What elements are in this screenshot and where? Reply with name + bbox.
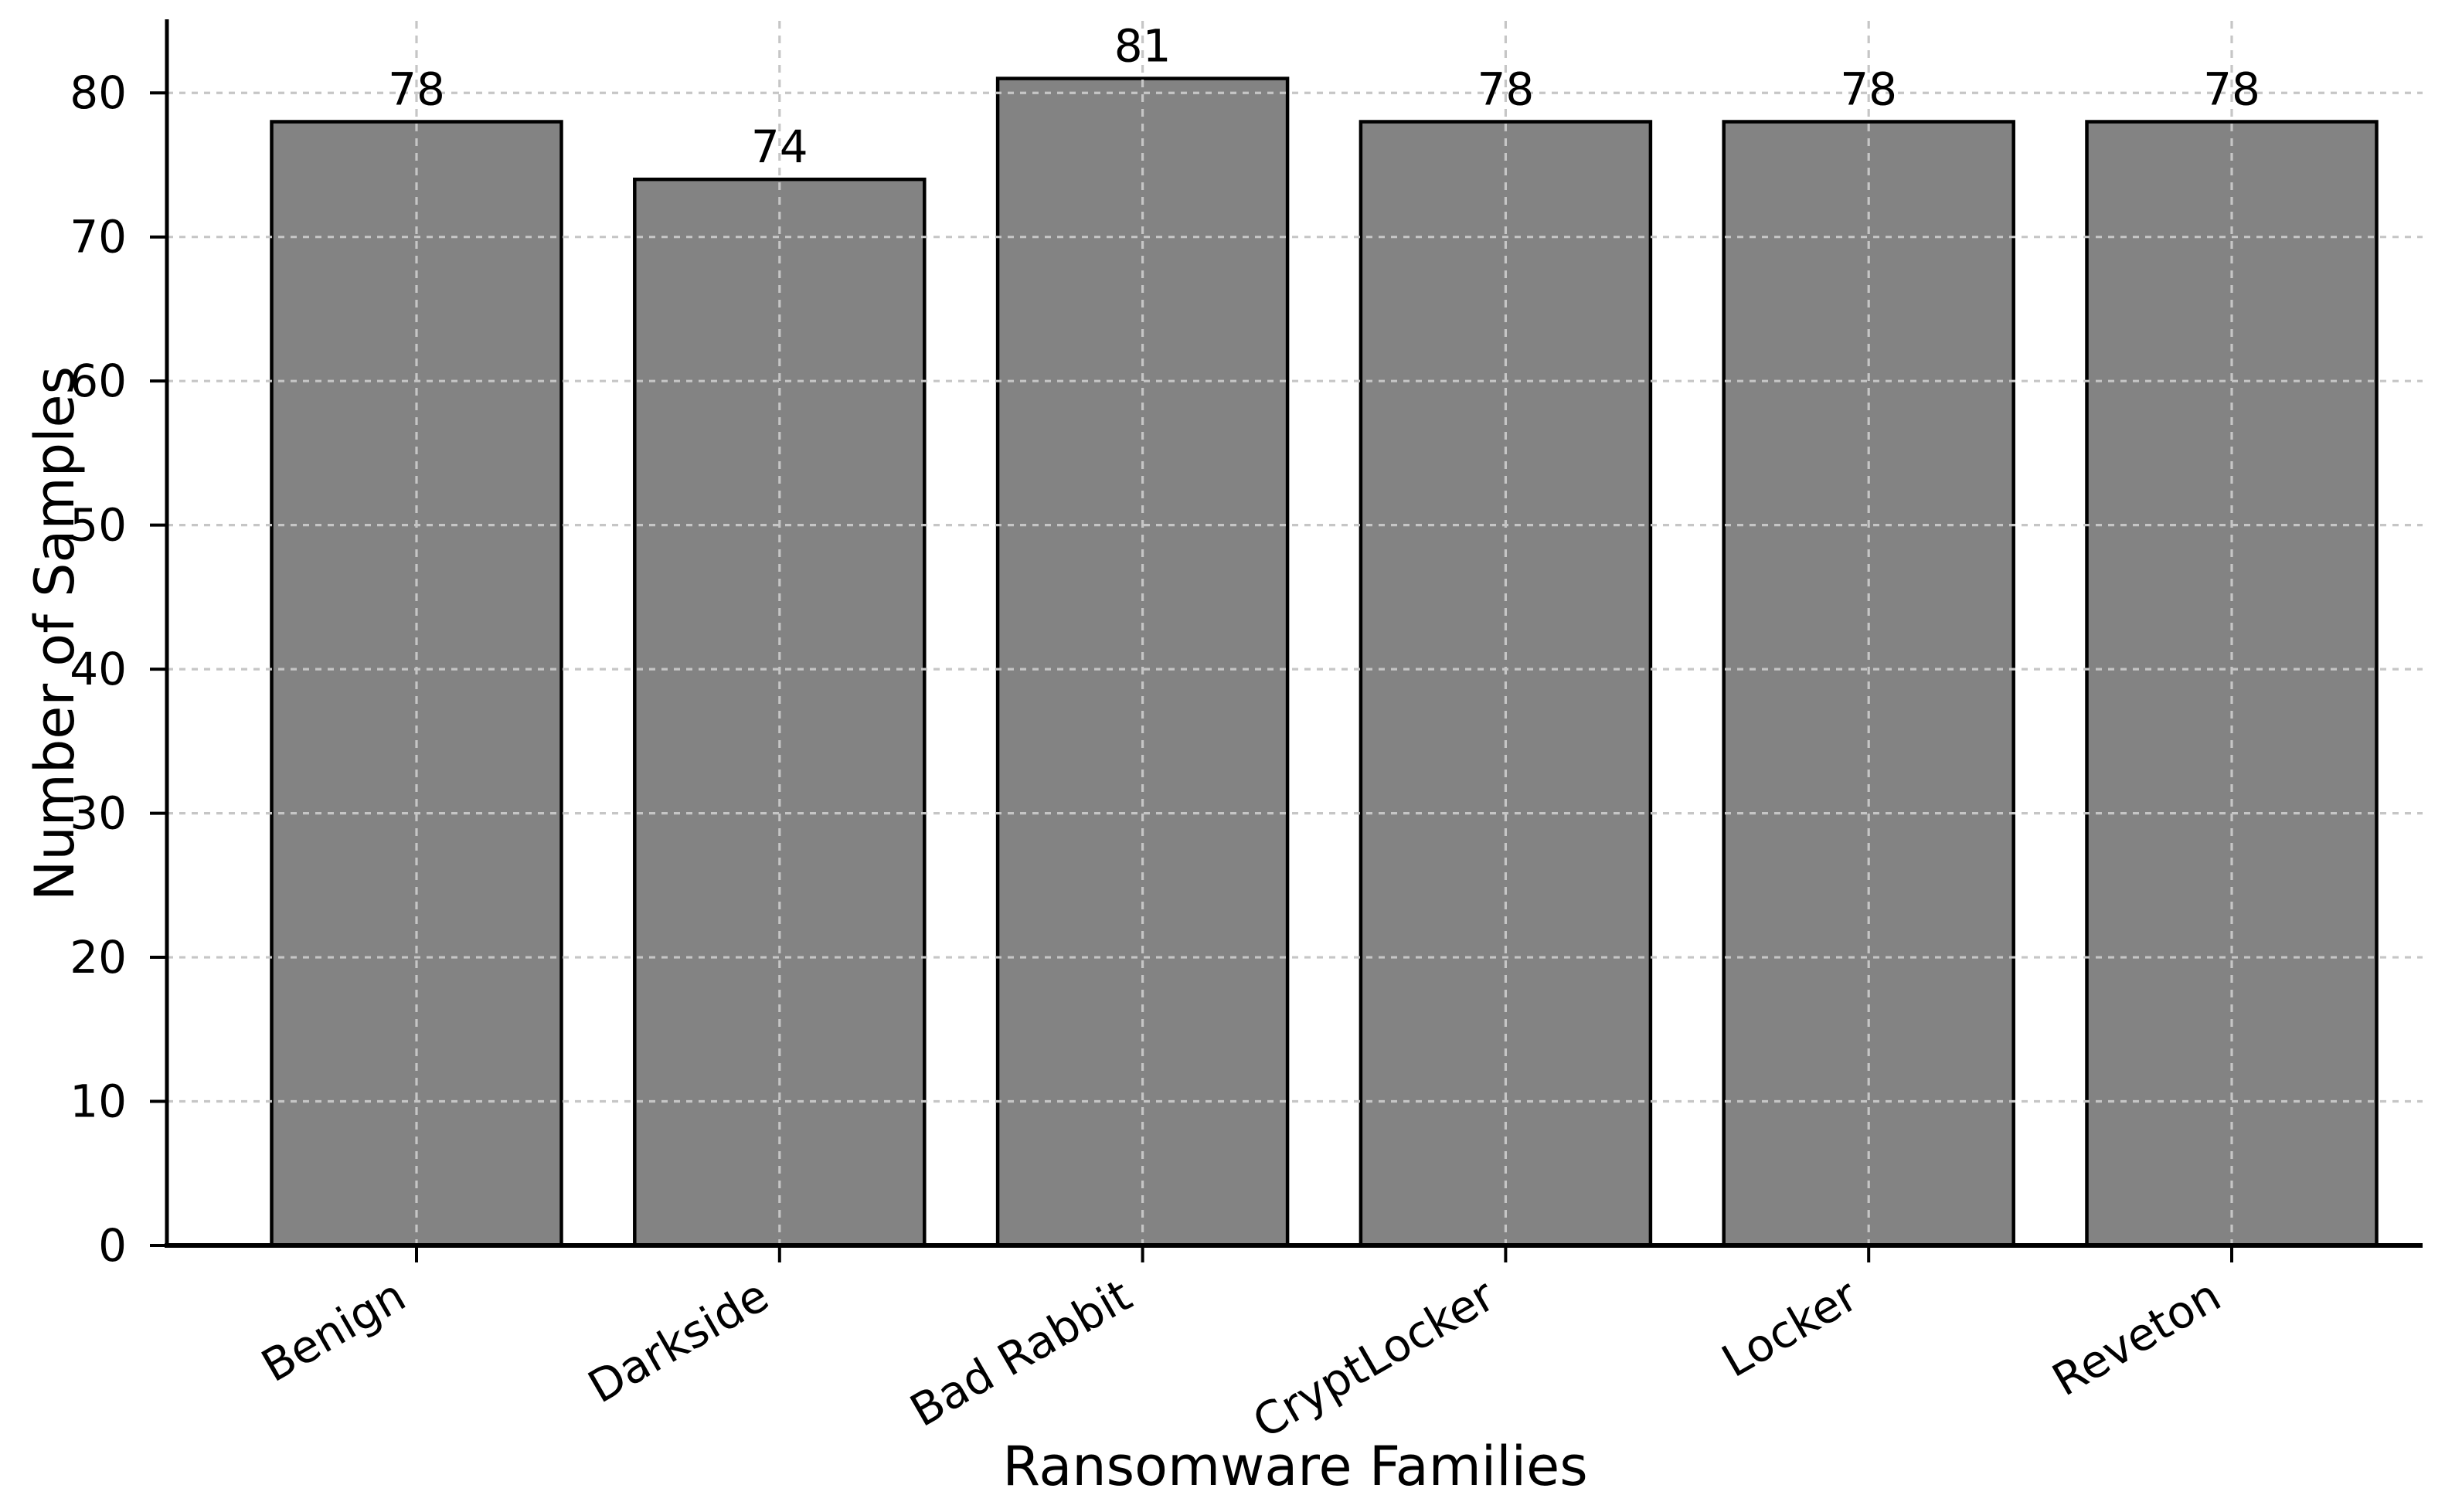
bar-value-label-benign: 78 [388,63,445,116]
bar-value-labels-layer: 78 74 81 78 78 78 [388,20,2260,174]
bars-layer [270,76,2379,1248]
y-tick-label-20: 20 [70,931,127,984]
bar-value-label-locker: 78 [1840,63,1897,116]
y-tick-label-70: 70 [70,211,127,263]
x-axis-title: Ransomware Families [1002,1435,1587,1498]
y-tick-label-30: 30 [70,787,127,840]
x-tick-label-darkside: Darkside [580,1269,777,1413]
bar-value-label-reveton: 78 [2203,63,2260,116]
y-axis-title: Number of Samples [23,366,87,901]
bar-value-label-cryptlocker: 78 [1477,63,1534,116]
axes-layer [150,19,2423,1262]
y-tick-label-80: 80 [70,66,127,119]
bar-value-label-darkside: 74 [751,121,808,173]
y-tick-label-60: 60 [70,355,127,407]
bar-value-label-bad-rabbit: 81 [1114,20,1171,73]
y-tick-label-50: 50 [70,499,127,552]
gridlines-layer [167,21,2423,1245]
x-tick-label-cryptlocker: CryptLocker [1244,1269,1503,1449]
x-tick-label-reveton: Reveton [2044,1269,2229,1406]
x-tick-label-bad-rabbit: Bad Rabbit [902,1269,1141,1437]
x-tick-label-locker: Locker [1713,1269,1866,1388]
y-tick-label-0: 0 [98,1219,127,1272]
x-tick-label-benign: Benign [253,1269,414,1392]
y-tick-label-10: 10 [70,1075,127,1128]
y-tick-label-40: 40 [70,643,127,695]
